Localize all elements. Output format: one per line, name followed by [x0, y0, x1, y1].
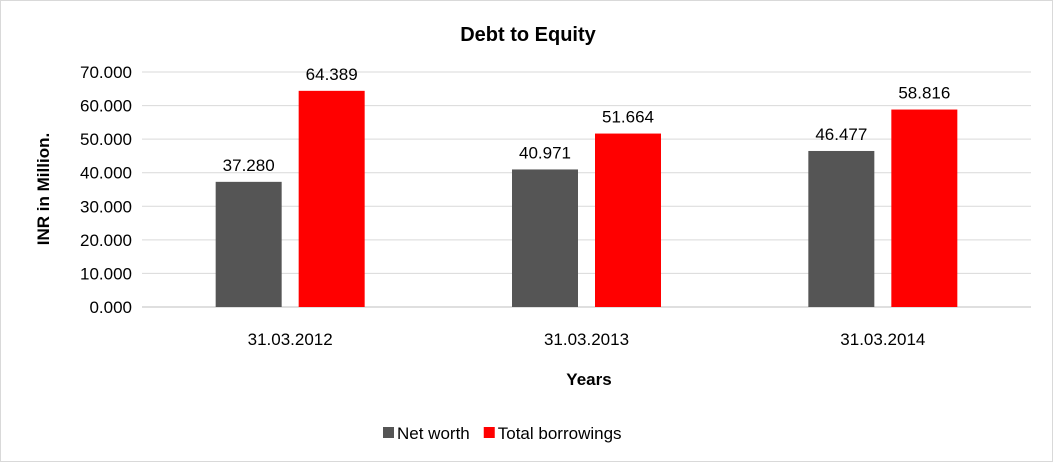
y-tick-label: 0.000 — [89, 298, 132, 317]
y-tick-label: 10.000 — [80, 264, 132, 283]
bar-net-worth — [512, 169, 578, 307]
y-tick-label: 30.000 — [80, 197, 132, 216]
data-label: 46.477 — [815, 125, 867, 144]
bar-total-borrowings — [595, 133, 661, 307]
y-axis-label: INR in Million. — [34, 133, 53, 245]
data-label: 64.389 — [306, 65, 358, 84]
y-tick-label: 40.000 — [80, 164, 132, 183]
legend-swatch — [483, 427, 495, 438]
legend-label: Total borrowings — [498, 424, 622, 443]
data-label: 40.971 — [519, 143, 571, 162]
y-tick-label: 60.000 — [80, 97, 132, 116]
data-label: 51.664 — [602, 108, 654, 127]
y-tick-label: 70.000 — [80, 63, 132, 82]
y-tick-label: 20.000 — [80, 231, 132, 250]
data-label: 37.280 — [223, 156, 275, 175]
data-label: 58.816 — [898, 84, 950, 103]
bar-total-borrowings — [298, 90, 365, 307]
bar-net-worth — [215, 181, 282, 307]
bar-net-worth — [808, 150, 875, 307]
x-tick-label: 31.03.2014 — [840, 330, 925, 349]
legend-swatch — [383, 427, 394, 438]
chart-title: Debt to Equity — [460, 24, 596, 46]
x-axis-label: Years — [566, 370, 611, 389]
legend-label: Net worth — [397, 424, 470, 443]
x-tick-label: 31.03.2013 — [544, 330, 629, 349]
y-tick-label: 50.000 — [80, 130, 132, 149]
bar-total-borrowings — [891, 109, 958, 307]
x-tick-label: 31.03.2012 — [248, 330, 333, 349]
